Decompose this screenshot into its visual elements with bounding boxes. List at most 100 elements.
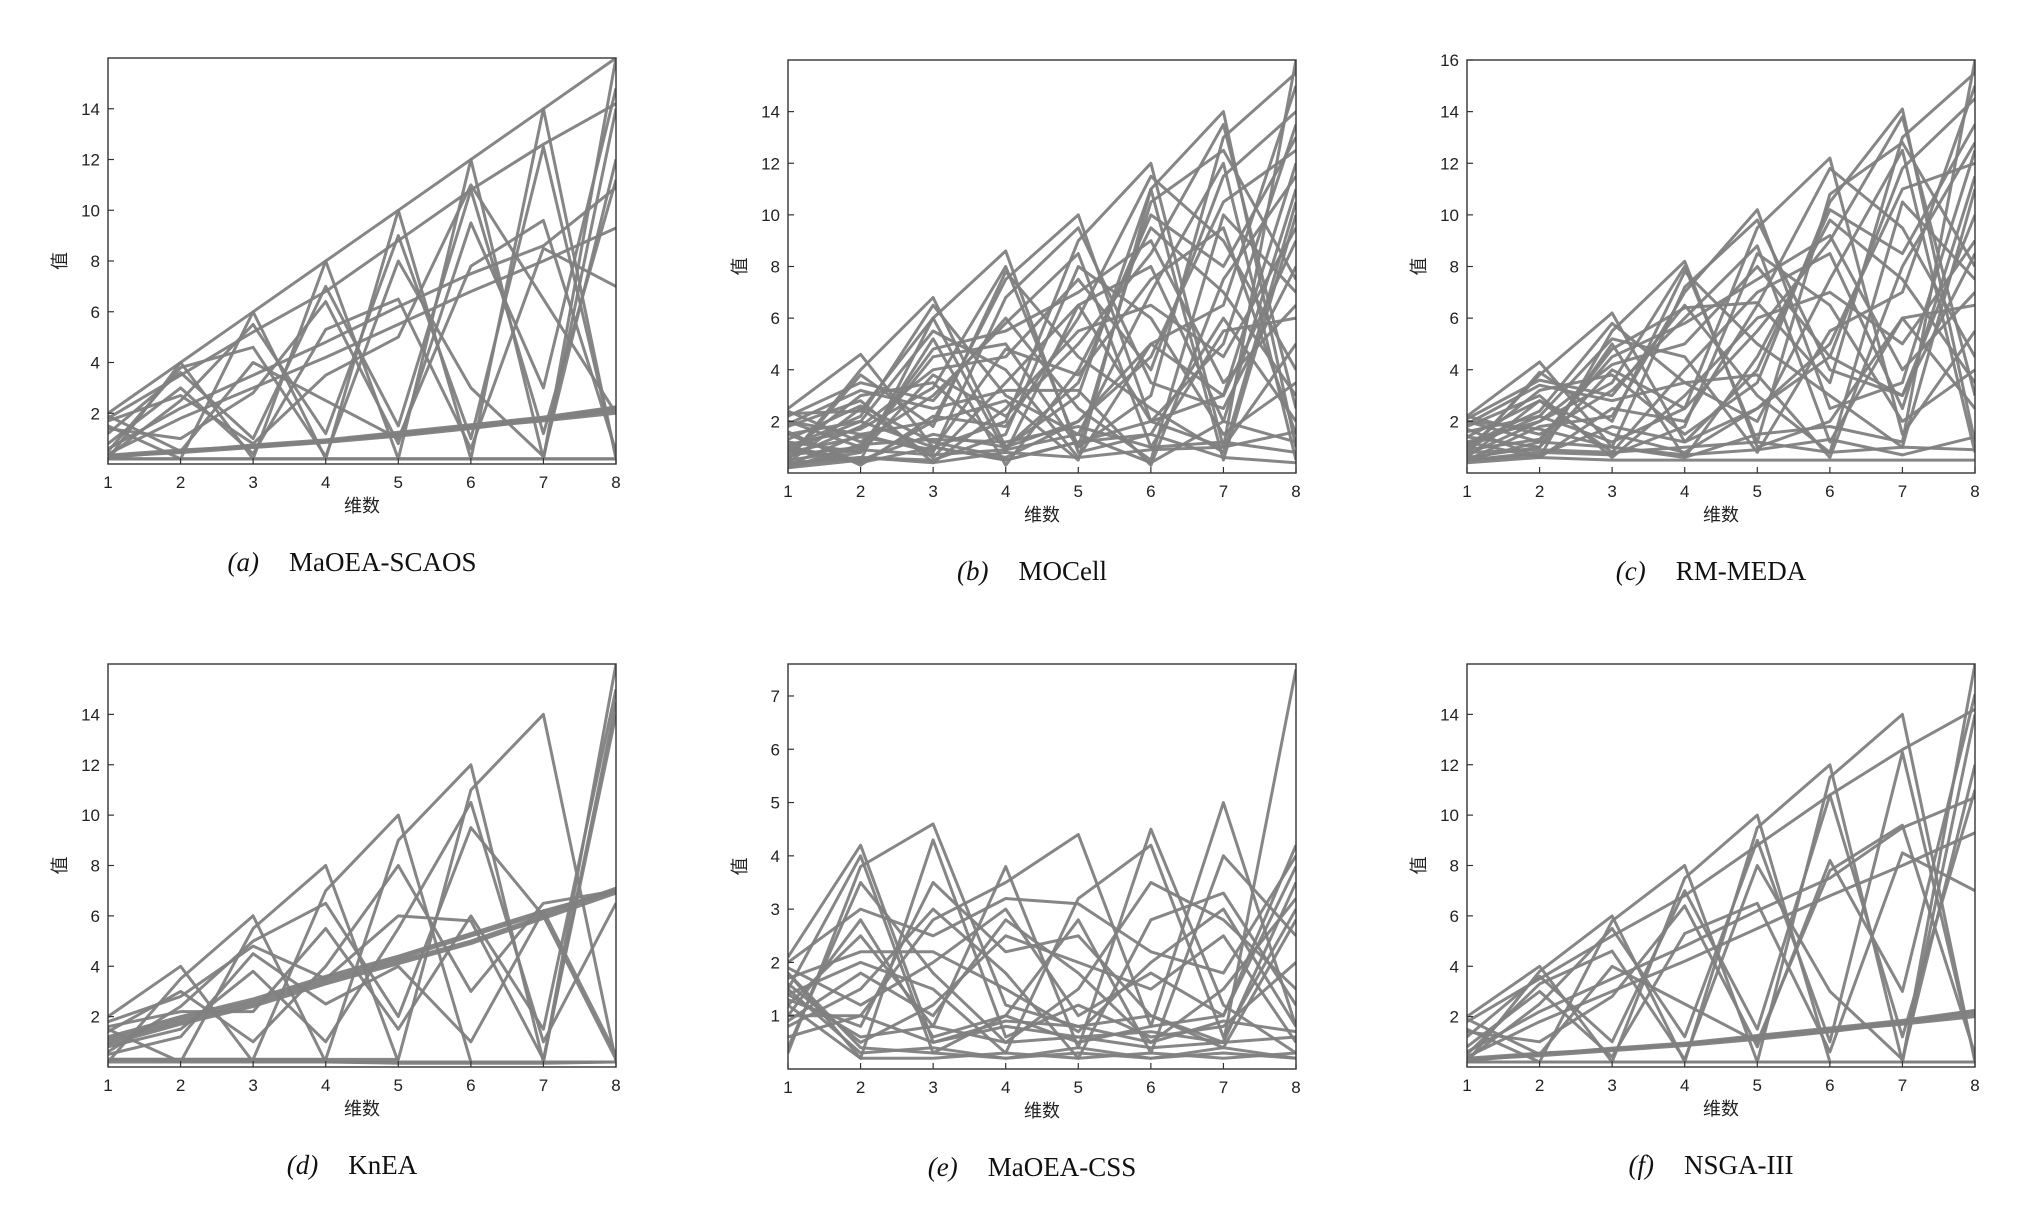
y-tick-label: 4: [91, 354, 100, 373]
series-line-16: [1467, 188, 1975, 456]
x-tick-label: 1: [1462, 1076, 1471, 1095]
y-tick-label: 8: [1450, 258, 1459, 277]
series-line-1: [788, 60, 1296, 462]
y-axis-label: 值: [50, 252, 71, 270]
y-tick-label: 14: [1440, 705, 1459, 724]
x-axis-label: 维数: [344, 1099, 380, 1120]
series-line-25: [1467, 141, 1975, 444]
y-tick-label: 10: [1440, 206, 1459, 225]
panel-caption: (a) MaOEA-SCAOS: [228, 547, 477, 577]
y-axis-label: 值: [1409, 258, 1430, 276]
series-group: [1467, 664, 1975, 1064]
panel-title: MaOEA-SCAOS: [289, 547, 477, 577]
x-tick-label: 6: [1825, 1076, 1834, 1095]
series-line-23: [1467, 141, 1975, 459]
y-tick-label: 2: [1450, 412, 1459, 431]
y-tick-label: 4: [771, 361, 780, 380]
x-tick-label: 3: [248, 1076, 257, 1095]
x-tick-label: 5: [1074, 482, 1083, 501]
panel-title: MOCell: [1018, 556, 1107, 586]
x-tick-label: 7: [539, 1076, 548, 1095]
panel-caption: (f) NSGA-III: [1629, 1150, 1794, 1180]
x-tick-label: 8: [1291, 482, 1300, 501]
series-line-9: [1467, 763, 1975, 1064]
series-line-7: [788, 843, 1296, 1055]
series-line-5: [788, 161, 1296, 449]
series-group: [108, 58, 616, 461]
x-tick-label: 2: [1535, 482, 1544, 501]
series-line-15: [788, 907, 1296, 1034]
series-line-18: [108, 909, 616, 1056]
x-tick-label: 8: [1970, 1076, 1979, 1095]
x-tick-label: 4: [1680, 1076, 1689, 1095]
series-line-3: [1467, 259, 1975, 459]
series-line-18: [108, 218, 616, 453]
series-line-21: [788, 1014, 1296, 1044]
series-line-31: [788, 432, 1296, 465]
series-line-19: [1467, 764, 1975, 1061]
x-tick-label: 2: [1535, 1076, 1544, 1095]
series-line-21: [788, 149, 1296, 459]
y-tick-label: 12: [1440, 154, 1459, 173]
y-tick-label: 8: [91, 252, 100, 271]
series-line-15: [1467, 148, 1975, 453]
x-tick-label: 4: [321, 473, 330, 492]
y-tick-label: 6: [91, 907, 100, 926]
panel-title: KnEA: [348, 1150, 417, 1180]
series-line-8: [788, 855, 1296, 975]
series-line-13: [108, 102, 616, 420]
x-tick-label: 2: [176, 473, 185, 492]
series-line-2: [788, 844, 1296, 1055]
panel-letter: (a): [228, 547, 259, 577]
series-line-28: [788, 187, 1296, 465]
x-axis-label: 维数: [344, 496, 380, 517]
series-line-28: [1467, 435, 1975, 462]
x-tick-label: 7: [1219, 482, 1228, 501]
y-tick-label: 14: [81, 100, 100, 119]
y-tick-label: 8: [91, 857, 100, 876]
series-line-20: [788, 993, 1296, 1044]
x-tick-label: 5: [394, 473, 403, 492]
x-tick-label: 6: [1825, 482, 1834, 501]
panel-caption: (b) MOCell: [957, 556, 1107, 586]
y-tick-label: 12: [81, 756, 100, 775]
panel-title: NSGA-III: [1684, 1150, 1793, 1180]
series-line-30: [788, 419, 1296, 465]
series-line-17: [108, 145, 616, 458]
x-axis-label: 维数: [1703, 1099, 1739, 1120]
series-line-15: [1467, 750, 1975, 1061]
y-tick-label: 16: [1440, 51, 1459, 70]
y-tick-label: 14: [1440, 103, 1459, 122]
series-line-19: [788, 972, 1296, 1060]
y-tick-label: 8: [1450, 857, 1459, 876]
y-tick-label: 6: [91, 303, 100, 322]
x-tick-label: 3: [928, 482, 937, 501]
series-line-24: [1467, 252, 1975, 462]
y-tick-label: 6: [1450, 907, 1459, 926]
x-tick-label: 4: [1001, 1078, 1010, 1097]
plot-frame: [107, 663, 617, 1068]
series-line-18: [788, 85, 1296, 459]
series-line-22: [788, 239, 1296, 457]
series-line-14: [108, 226, 616, 456]
series-group: [1467, 60, 1975, 465]
x-tick-label: 2: [856, 482, 865, 501]
chart-panel-e: 1 2 3 4 5 6 7 8 1 2 3 4 5 6 7 维数 值 (e) MaOEA-CSS: [730, 663, 1301, 1182]
series-line-4: [788, 838, 1296, 1060]
series-line-5: [1467, 156, 1975, 444]
series-line-17: [1467, 851, 1975, 1059]
series-line-11: [788, 110, 1296, 459]
series-line-27: [788, 226, 1296, 454]
panel-caption: (d) KnEA: [287, 1150, 418, 1180]
x-tick-label: 1: [103, 1076, 112, 1095]
series-line-14: [108, 826, 616, 1061]
series-line-8: [1467, 175, 1975, 459]
x-tick-label: 5: [1074, 1078, 1083, 1097]
series-line-21: [108, 159, 616, 458]
x-tick-label: 7: [1898, 482, 1907, 501]
series-line-11: [1467, 707, 1975, 1023]
x-tick-label: 8: [611, 1076, 620, 1095]
series-line-5: [108, 407, 616, 458]
x-axis-label: 维数: [1024, 1101, 1060, 1122]
